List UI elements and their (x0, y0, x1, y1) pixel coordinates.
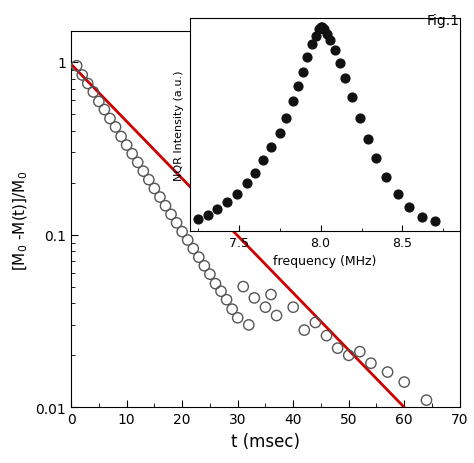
Point (259, 157, 267, 164)
Point (419, 214, 426, 221)
Point (262, 304, 269, 311)
Point (304, 54, 311, 62)
Point (223, 296, 230, 304)
Point (245, 321, 253, 329)
Point (290, 304, 297, 311)
Point (145, 176, 153, 184)
Point (267, 291, 275, 299)
Point (123, 142, 130, 150)
Point (195, 254, 202, 261)
Point (337, 60, 344, 68)
Point (394, 191, 401, 198)
Point (194, 216, 201, 224)
Point (214, 206, 221, 213)
Point (112, 124, 119, 131)
Point (212, 280, 219, 288)
Point (283, 115, 290, 122)
Point (323, 31, 331, 38)
Point (251, 294, 258, 302)
Point (348, 94, 356, 101)
Point (134, 159, 142, 167)
Point (345, 352, 353, 359)
X-axis label: t (msec): t (msec) (231, 432, 300, 450)
Point (383, 174, 390, 181)
Point (95, 99, 103, 106)
Point (128, 150, 136, 158)
Text: Fig.1: Fig.1 (427, 14, 460, 28)
X-axis label: frequency (MHz): frequency (MHz) (273, 255, 376, 268)
Point (309, 41, 316, 49)
Y-axis label: NQR Intensity (a.u.): NQR Intensity (a.u.) (174, 70, 184, 180)
Point (320, 26, 328, 34)
Point (334, 345, 341, 352)
Point (100, 106, 108, 114)
Point (365, 136, 372, 144)
Point (84, 81, 91, 88)
Point (217, 288, 225, 295)
Point (78, 72, 86, 80)
Point (251, 170, 259, 177)
Point (173, 219, 181, 227)
Point (223, 199, 231, 206)
Point (423, 397, 430, 404)
Point (201, 263, 208, 270)
Point (190, 245, 197, 253)
Point (276, 130, 283, 137)
Point (184, 237, 191, 244)
Point (323, 332, 330, 340)
Point (312, 33, 319, 40)
Point (317, 25, 324, 32)
Point (301, 327, 308, 334)
Point (156, 194, 164, 201)
Point (151, 185, 158, 193)
Point (319, 25, 326, 32)
Point (106, 116, 114, 123)
Point (327, 37, 334, 44)
Point (356, 115, 364, 122)
Point (273, 312, 280, 319)
Point (90, 89, 97, 96)
Point (341, 75, 349, 82)
Point (373, 155, 380, 163)
Point (117, 133, 125, 141)
Point (294, 83, 301, 91)
Point (405, 203, 413, 211)
Point (356, 348, 364, 356)
Point (331, 48, 339, 55)
Point (167, 211, 175, 219)
Point (268, 144, 275, 152)
Point (228, 306, 236, 313)
Point (315, 26, 323, 34)
Point (311, 319, 319, 326)
Point (431, 218, 439, 225)
Point (73, 63, 81, 70)
Point (178, 228, 186, 236)
Point (204, 212, 211, 219)
Point (384, 369, 392, 376)
Point (299, 69, 306, 76)
Point (401, 379, 408, 386)
Point (367, 360, 375, 367)
Point (243, 180, 251, 188)
Point (239, 283, 247, 291)
Point (139, 168, 147, 175)
Point (162, 202, 169, 210)
Point (206, 271, 214, 278)
Point (234, 314, 241, 322)
Y-axis label: [M$_0$ -M(t)]/M$_0$: [M$_0$ -M(t)]/M$_0$ (11, 170, 30, 270)
Point (233, 191, 241, 198)
Point (289, 98, 297, 106)
